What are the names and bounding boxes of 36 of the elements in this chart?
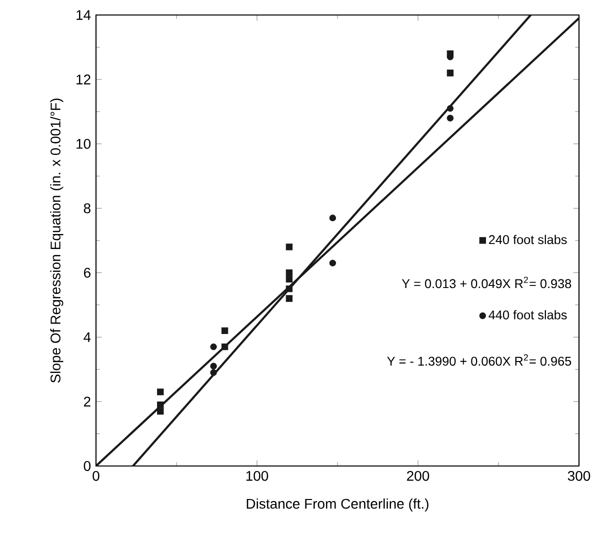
point [329, 260, 336, 266]
point [286, 276, 293, 282]
y-tick-label: 4 [84, 332, 91, 342]
point [157, 408, 164, 415]
annotation: Y = - 1.3990 + 0.060X R$^{2}$= 0.965 [387, 354, 572, 366]
x-tick-label: 300 [568, 470, 590, 481]
point [446, 114, 454, 122]
point [329, 214, 336, 222]
point [210, 343, 217, 350]
x-axis-title: Distance From Centerline (ft.) [246, 498, 428, 512]
point [210, 369, 217, 376]
point [286, 295, 293, 302]
y-tick-label: 2 [84, 396, 90, 406]
y-tick-label: 6 [84, 268, 90, 278]
point [221, 327, 228, 334]
point [157, 388, 164, 396]
point [446, 70, 454, 76]
x-tick-label: 0 [92, 470, 100, 481]
point [221, 343, 228, 350]
y-tick-label: 0 [84, 461, 91, 471]
annotation: Y = 0.013 + 0.049X R$^{2}$= 0.938 [402, 276, 572, 288]
point [286, 269, 293, 276]
point [286, 285, 293, 292]
y-tick-label: 12 [76, 74, 90, 84]
point [157, 401, 164, 408]
x-tick-label: 200 [407, 470, 430, 481]
y-tick-label: 14 [76, 10, 91, 20]
legend-label: 440 foot slabs [488, 310, 567, 320]
y-axis-title: Slope Of Regression Equation (in. x 0.001/°F) [50, 98, 64, 383]
x-tick-label: 100 [246, 470, 268, 481]
y-tick-label: 8 [84, 203, 90, 214]
point [286, 244, 293, 250]
legend-label: 240 foot slabs [488, 234, 567, 244]
point [210, 362, 217, 370]
y-tick-label: 10 [76, 138, 91, 149]
point [446, 105, 454, 112]
